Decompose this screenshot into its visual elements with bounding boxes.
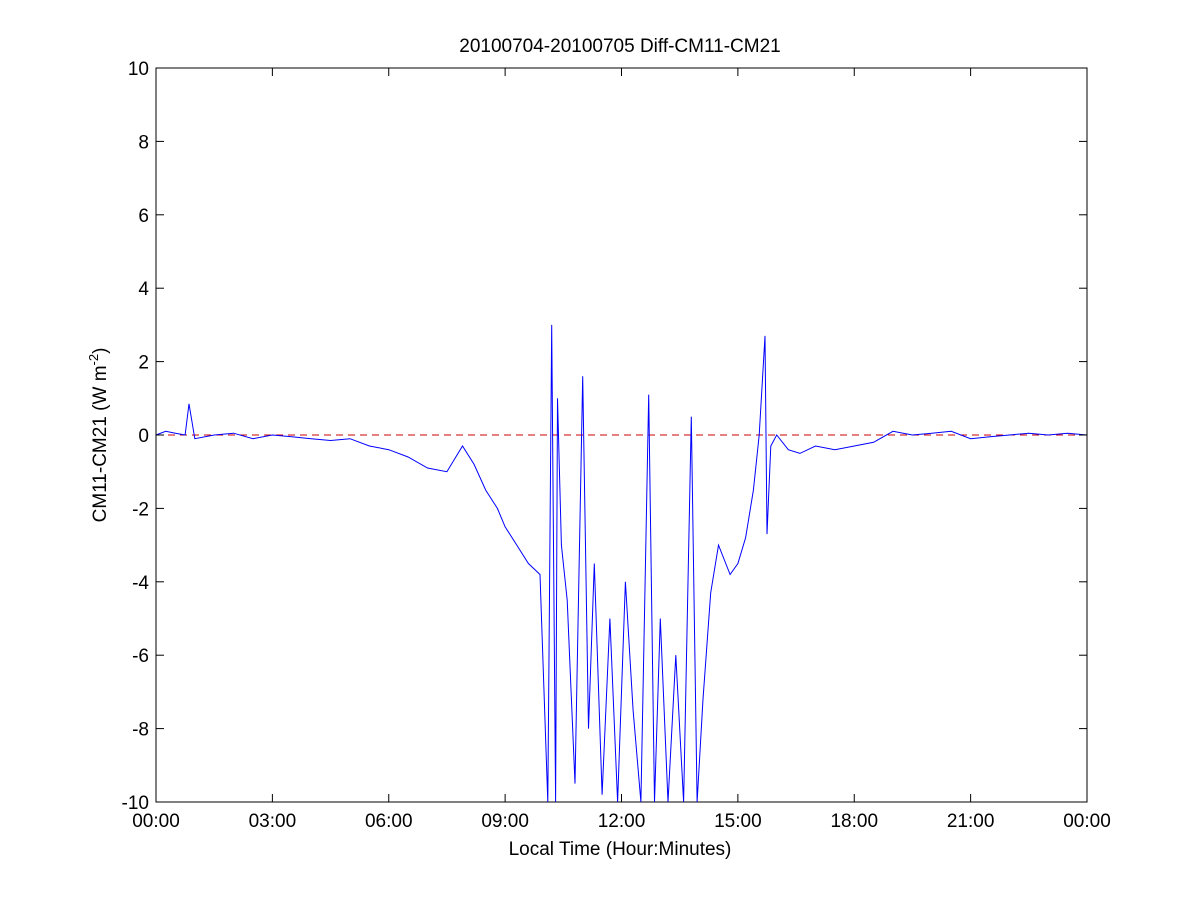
y-tick-label: -8	[132, 720, 149, 741]
y-tick-label: 10	[128, 59, 149, 80]
y-tick-label: -6	[132, 646, 149, 667]
y-tick-label: -10	[122, 793, 149, 814]
x-tick-label: 00:00	[1063, 811, 1111, 832]
y-tick-label: 8	[138, 132, 149, 153]
y-axis-label: CM11-CM21 (W m-2)	[86, 348, 111, 523]
y-tick-label: 2	[138, 353, 149, 374]
x-tick-label: 03:00	[249, 811, 297, 832]
y-axis-ticks: 10 8 6 4 2 0 -2 -4 -6 -8 -10	[122, 59, 1087, 814]
y-axis-label-close: )	[90, 348, 111, 354]
x-tick-label: 06:00	[365, 811, 413, 832]
x-axis-ticks: 00:00 03:00 06:00 09:00 12:00 15:00 18:00 21:00…	[132, 68, 1111, 832]
x-tick-label: 09:00	[481, 811, 529, 832]
x-tick-label: 21:00	[947, 811, 995, 832]
series-line	[155, 324, 1088, 803]
y-axis-label-main: CM11-CM21 (W m	[90, 365, 111, 522]
x-tick-label: 15:00	[714, 811, 762, 832]
y-tick-label: -4	[132, 573, 149, 594]
x-tick-label: 18:00	[830, 811, 878, 832]
chart-title: 20100704-20100705 Diff-CM11-CM21	[459, 36, 780, 57]
y-tick-label: -2	[132, 499, 149, 520]
x-tick-label: 12:00	[598, 811, 646, 832]
y-axis-label-superscript: -2	[86, 354, 101, 366]
y-tick-label: 0	[138, 426, 149, 447]
x-axis-label: Local Time (Hour:Minutes)	[509, 839, 732, 860]
y-tick-label: 6	[138, 206, 149, 227]
x-tick-label: 00:00	[132, 811, 180, 832]
y-tick-label: 4	[138, 279, 149, 300]
